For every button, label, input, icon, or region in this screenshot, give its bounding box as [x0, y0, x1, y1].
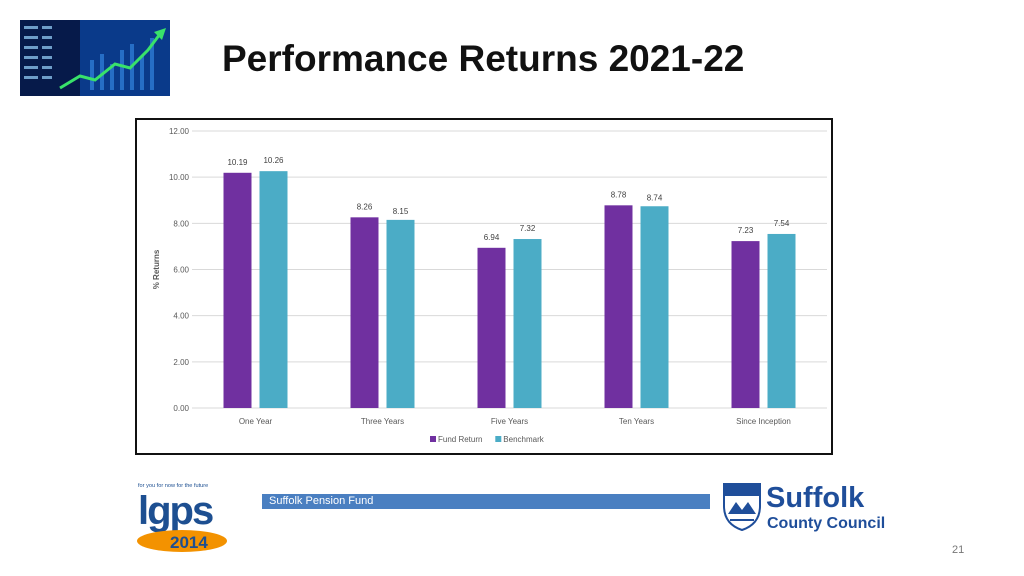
- legend-label: Benchmark: [503, 435, 544, 444]
- y-tick-label: 12.00: [169, 127, 190, 136]
- y-tick-label: 10.00: [169, 173, 190, 182]
- bar-fund-return: [731, 241, 760, 408]
- lgps-year: 2014: [170, 533, 208, 552]
- data-label: 7.23: [738, 226, 754, 235]
- stock-market-image: [20, 20, 170, 96]
- y-tick-label: 4.00: [173, 312, 189, 321]
- footer-label: Suffolk Pension Fund: [269, 495, 374, 507]
- legend-swatch: [430, 436, 436, 442]
- bar-benchmark: [513, 239, 542, 408]
- legend-label: Fund Return: [438, 435, 482, 444]
- x-tick-label: One Year: [239, 417, 273, 426]
- lgps-wordmark: lgps: [138, 489, 213, 533]
- lgps-logo: for you for now for the future lgps 2014: [137, 483, 227, 552]
- y-tick-label: 2.00: [173, 358, 189, 367]
- data-label: 8.26: [357, 202, 373, 211]
- x-tick-label: Three Years: [361, 417, 404, 426]
- x-tick-label: Ten Years: [619, 417, 654, 426]
- x-tick-label: Since Inception: [736, 417, 791, 426]
- bar-fund-return: [477, 247, 506, 408]
- lgps-tagline: for you for now for the future: [138, 483, 208, 489]
- bar-fund-return: [223, 172, 252, 408]
- bar-benchmark: [259, 171, 288, 408]
- data-label: 7.54: [774, 219, 790, 228]
- slide-title: Performance Returns 2021-22: [222, 38, 745, 79]
- bar-fund-return: [350, 217, 379, 408]
- bar-benchmark: [767, 233, 796, 408]
- y-axis-label: % Returns: [152, 249, 161, 289]
- suffolk-county-council-logo: Suffolk County Council: [723, 482, 885, 532]
- bar-chart: 0.00 2.00 4.00 6.00 8.00 10.00 12.00 % Returns 1…: [152, 127, 827, 444]
- bar-fund-return: [604, 205, 633, 408]
- x-tick-label: Five Years: [491, 417, 528, 426]
- y-tick-label: 8.00: [173, 219, 189, 228]
- bar-benchmark: [640, 206, 669, 408]
- chart-frame: 0.00 2.00 4.00 6.00 8.00 10.00 12.00 % Returns 1…: [135, 118, 833, 455]
- y-tick-label: 0.00: [173, 404, 189, 413]
- council-name-line1: Suffolk: [766, 482, 865, 514]
- data-label: 10.19: [227, 158, 248, 167]
- data-label: 6.94: [484, 233, 500, 242]
- page-number: 21: [952, 544, 965, 556]
- data-label: 8.78: [611, 190, 627, 199]
- data-label: 8.74: [647, 193, 663, 202]
- data-label: 7.32: [520, 224, 536, 233]
- data-label: 10.26: [263, 156, 284, 165]
- data-label: 8.15: [393, 207, 409, 216]
- y-tick-label: 6.00: [173, 266, 189, 275]
- council-name-line2: County Council: [767, 515, 885, 532]
- legend-swatch: [495, 436, 502, 442]
- bar-benchmark: [386, 219, 415, 408]
- footer-bar: Suffolk Pension Fund: [262, 494, 710, 509]
